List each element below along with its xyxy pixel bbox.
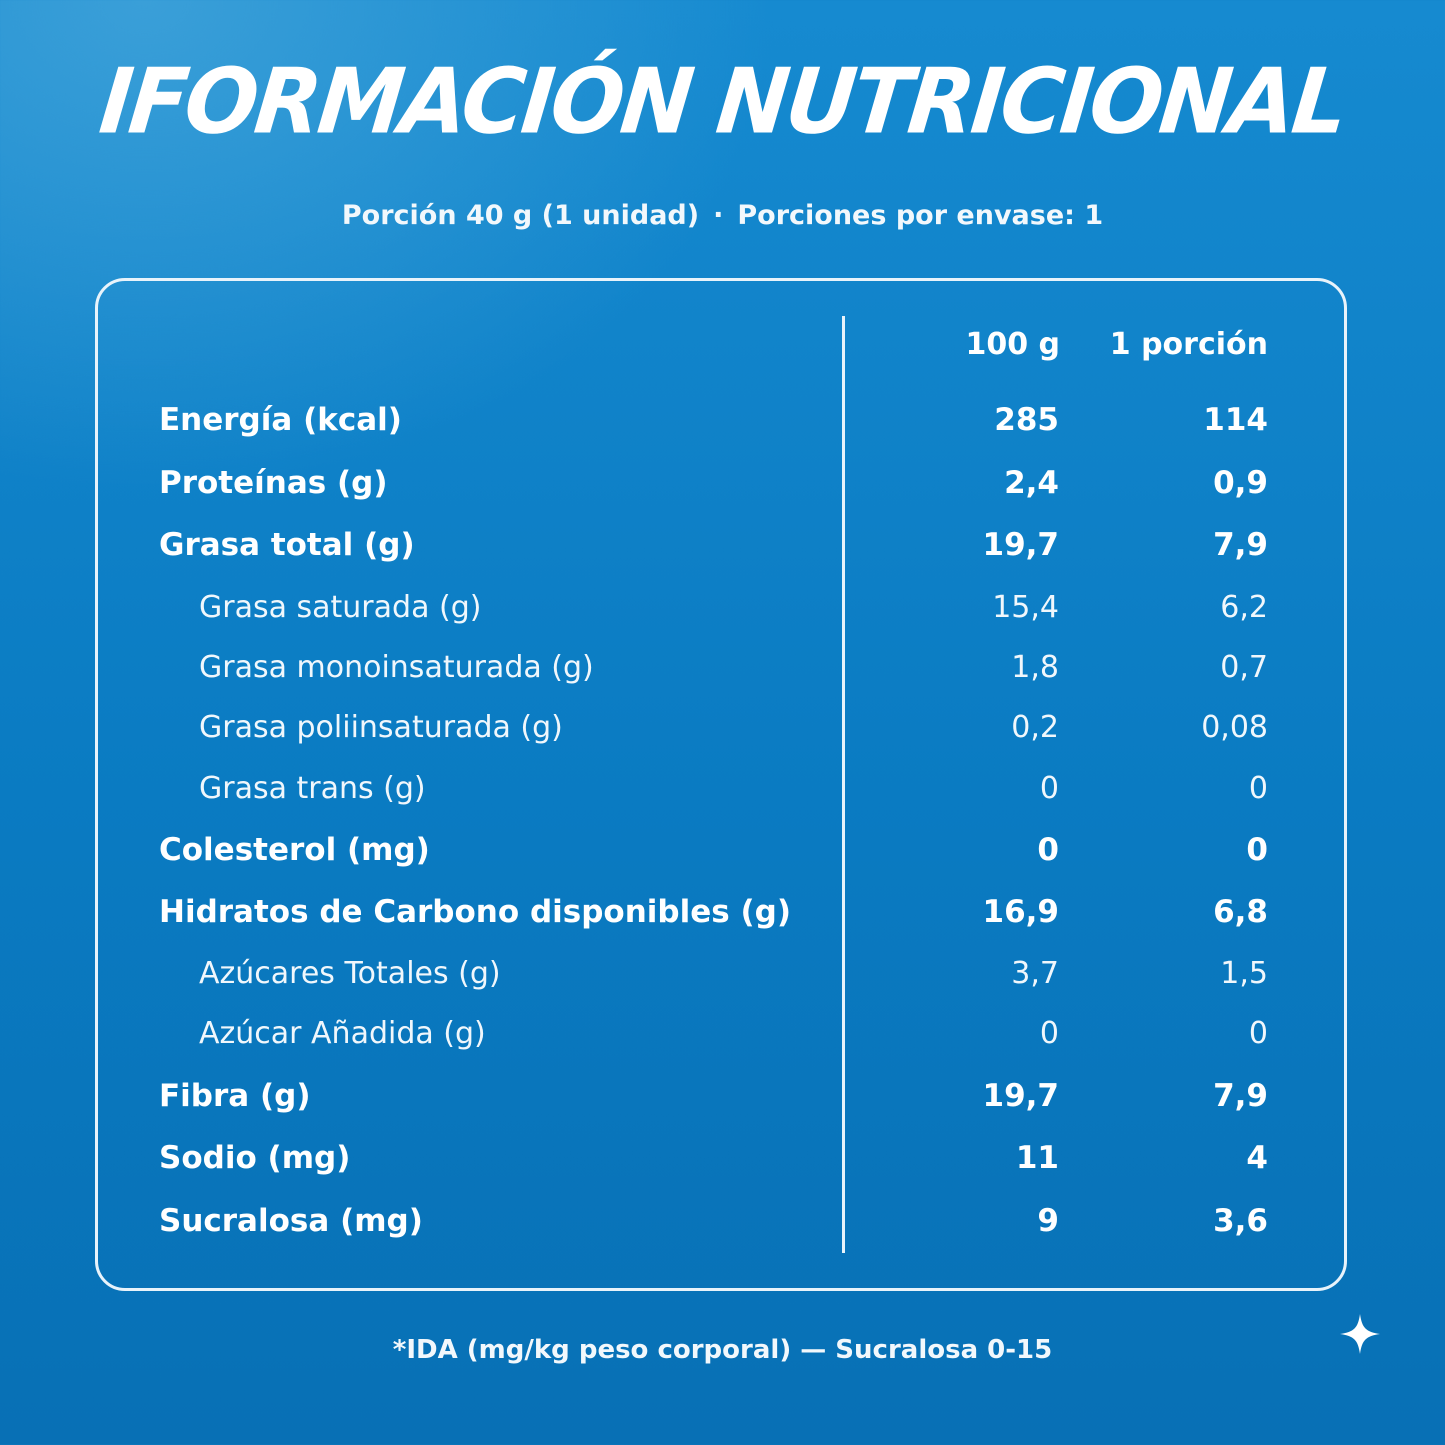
nutrient-label: Azúcares Totales (g): [199, 956, 501, 991]
table-row: Sodio (mg) 11 4: [0, 1136, 1445, 1180]
value-per-portion: 3,6: [1213, 1203, 1268, 1239]
value-per-100g: 0,2: [1011, 710, 1059, 745]
table-row: Energía (kcal) 285 114: [0, 398, 1445, 442]
value-per-100g: 9: [1037, 1203, 1059, 1239]
value-per-100g: 16,9: [982, 894, 1060, 930]
nutrient-label: Grasa total (g): [159, 527, 415, 563]
nutrient-label: Grasa poliinsaturada (g): [199, 710, 563, 745]
nutrient-label: Proteínas (g): [159, 465, 388, 501]
value-per-100g: 11: [1015, 1140, 1059, 1176]
value-per-100g: 1,8: [1011, 650, 1059, 685]
serving-info: Porción 40 g (1 unidad) · Porciones por en…: [0, 198, 1445, 234]
table-row: Grasa monoinsaturada (g) 1,8 0,7: [0, 646, 1445, 690]
value-per-portion: 4: [1246, 1140, 1268, 1176]
value-per-100g: 2,4: [1004, 465, 1059, 501]
value-per-100g: 285: [994, 402, 1059, 438]
value-per-portion: 0,7: [1220, 650, 1268, 685]
value-per-portion: 6,2: [1220, 590, 1268, 625]
value-per-100g: 0: [1039, 771, 1059, 806]
value-per-portion: 0,08: [1201, 710, 1268, 745]
value-per-portion: 114: [1203, 402, 1268, 438]
value-per-portion: 0: [1248, 1016, 1268, 1051]
nutrient-label: Grasa saturada (g): [199, 590, 482, 625]
table-row: Azúcares Totales (g) 3,7 1,5: [0, 952, 1445, 996]
value-per-portion: 0,9: [1213, 465, 1268, 501]
portions-per-package: Porciones por envase: 1: [737, 200, 1104, 231]
nutrient-label: Hidratos de Carbono disponibles (g): [159, 894, 792, 930]
table-row: Grasa saturada (g) 15,4 6,2: [0, 586, 1445, 630]
value-per-100g: 19,7: [982, 1078, 1060, 1114]
table-row: Grasa poliinsaturada (g) 0,2 0,08: [0, 706, 1445, 750]
value-per-portion: 6,8: [1213, 894, 1268, 930]
footnote: *IDA (mg/kg peso corporal) — Sucralosa 0…: [392, 1335, 1053, 1365]
nutrient-label: Sucralosa (mg): [159, 1203, 423, 1239]
value-per-portion: 7,9: [1213, 1078, 1268, 1114]
table-row: Fibra (g) 19,7 7,9: [0, 1074, 1445, 1118]
table-row: Hidratos de Carbono disponibles (g) 16,9 6…: [0, 890, 1445, 934]
serving-separator: ·: [713, 200, 724, 231]
nutrition-table-panel: [95, 278, 1347, 1291]
value-per-portion: 0: [1246, 832, 1268, 868]
nutrient-label: Sodio (mg): [159, 1140, 351, 1176]
page-title: IFORMACIÓN NUTRICIONAL: [94, 49, 1350, 155]
value-per-100g: 0: [1037, 832, 1059, 868]
nutrient-label: Energía (kcal): [159, 402, 402, 438]
nutrient-label: Azúcar Añadida (g): [199, 1016, 486, 1051]
table-row: Proteínas (g) 2,4 0,9: [0, 461, 1445, 505]
table-row: Azúcar Añadida (g) 0 0: [0, 1012, 1445, 1056]
column-divider: [842, 316, 845, 1253]
nutrient-label: Grasa monoinsaturada (g): [199, 650, 594, 685]
portion-size: Porción 40 g (1 unidad): [341, 200, 700, 231]
table-row: Grasa trans (g) 0 0: [0, 767, 1445, 811]
nutrient-label: Fibra (g): [159, 1078, 311, 1114]
sparkle-icon: [1340, 1314, 1380, 1354]
value-per-portion: 7,9: [1213, 527, 1268, 563]
table-row: Colesterol (mg) 0 0: [0, 828, 1445, 872]
nutrient-label: Grasa trans (g): [199, 771, 426, 806]
value-per-100g: 19,7: [982, 527, 1060, 563]
value-per-100g: 15,4: [992, 590, 1059, 625]
value-per-100g: 3,7: [1011, 956, 1059, 991]
value-per-portion: 1,5: [1220, 956, 1268, 991]
value-per-100g: 0: [1039, 1016, 1059, 1051]
table-row: Grasa total (g) 19,7 7,9: [0, 523, 1445, 567]
header-per-100g: 100 g: [965, 327, 1060, 362]
nutrient-label: Colesterol (mg): [159, 832, 430, 868]
value-per-portion: 0: [1248, 771, 1268, 806]
table-row: Sucralosa (mg) 9 3,6: [0, 1199, 1445, 1243]
header-per-portion: 1 porción: [1109, 327, 1268, 362]
